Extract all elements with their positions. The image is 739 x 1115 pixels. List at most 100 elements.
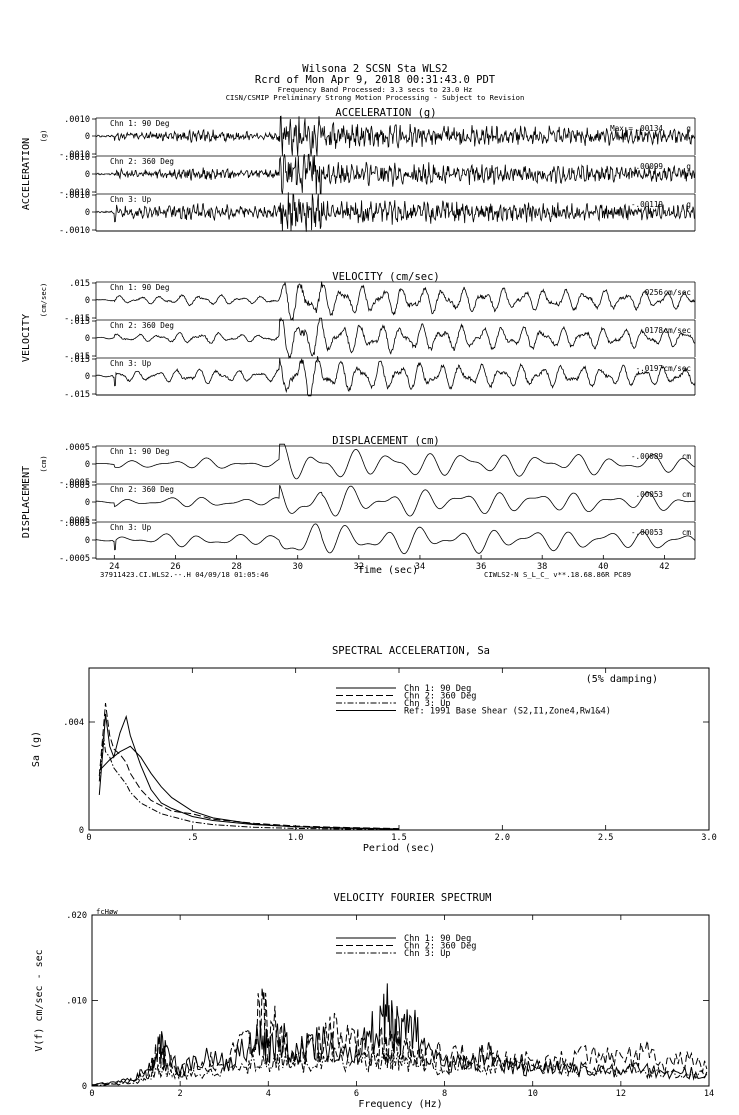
fourier-xtick-label: 12 (616, 1089, 626, 1099)
acceleration-ytick-label: -.0010 (59, 188, 90, 198)
fourier-ytick-label: .020 (66, 911, 87, 921)
spectral-legend-label: Chn 2: 360 Deg (404, 692, 476, 702)
fourier-frame (91, 914, 710, 1087)
velocity-unit-label: (cm/sec) (39, 283, 48, 318)
velocity-peak-value: .0178 (640, 326, 663, 335)
displacement-panel: DISPLACEMENT (cm) DISPLACEMENT (cm) .0005 0 -… (21, 435, 696, 579)
displacement-peak-value: -.00053 (631, 528, 663, 537)
fourier-xtick-label: 8 (442, 1089, 447, 1099)
header-disclaimer: CISN/CSMIP Preliminary Strong Motion Pro… (226, 93, 525, 102)
displacement-ytick-label: .0005 (64, 443, 90, 453)
acceleration-axis-label: ACCELERATION (21, 138, 32, 210)
velocity-peak-value: -.0197 (636, 364, 663, 373)
fourier-series-1 (91, 987, 708, 1086)
spectral-series-0 (98, 713, 400, 830)
velocity-panel: VELOCITY (cm/sec) VELOCITY (cm/sec) .015 0 -.… (21, 271, 696, 400)
velocity-ytick-label: 0 (85, 372, 90, 382)
displacement-axis-label: DISPLACEMENT (21, 466, 32, 538)
spectral-legend-label: Chn 1: 90 Deg (404, 684, 471, 694)
fourier-xtick-label: 2 (178, 1089, 183, 1099)
velocity-ytick-label: 0 (85, 334, 90, 344)
fourier-xtick-label: 4 (266, 1089, 271, 1099)
acceleration-peak-value: -.00119 (631, 200, 663, 209)
velocity-ytick-label: .015 (69, 279, 90, 289)
fourier-ytick-label: 0 (82, 1082, 87, 1092)
fourier-ylabel: V(f) cm/sec - sec (34, 949, 45, 1051)
spectral-frame (88, 667, 710, 831)
velocity-channel-label: Chn 2: 360 Deg (110, 321, 174, 330)
fourier-ytick-label: .010 (66, 997, 87, 1007)
time-tick-label: 42 (659, 562, 669, 572)
fourier-xtick-label: 0 (89, 1089, 94, 1099)
displacement-ytick-label: 0 (85, 536, 90, 546)
spectral-acceleration-chart: SPECTRAL ACCELERATION, Sa 0 .5 1.0 1.5 2.0 2.5… (31, 645, 717, 854)
time-series-panels: ACCELERATION (g) ACCELERATION (g) .0010 0 -.0… (21, 107, 696, 579)
fourier-series-2 (91, 1046, 708, 1086)
acceleration-trace-0 (95, 115, 696, 156)
velocity-ytick-label: -.015 (64, 314, 90, 324)
velocity-ytick-label: .015 (69, 355, 90, 365)
displacement-peak-unit: cm (682, 452, 692, 461)
acceleration-ytick-label: .0010 (64, 153, 90, 163)
acceleration-channel-label: Chn 1: 90 Deg (110, 119, 169, 128)
velocity-trace-1 (95, 316, 696, 360)
header-record: Rcrd of Mon Apr 9, 2018 00:31:43.0 PDT (255, 74, 496, 86)
spectral-series-1 (98, 703, 400, 830)
displacement-channel-label: Chn 3: Up (110, 523, 152, 532)
displacement-ytick-label: 0 (85, 460, 90, 470)
spectral-legend-label: Ref: 1991 Base Shear (S2,I1,Zone4,Rw1&4) (404, 707, 611, 717)
time-tick-label: 28 (231, 562, 241, 572)
spectral-ylabel: Sa (g) (31, 731, 42, 767)
acceleration-channel-label: Chn 3: Up (110, 195, 152, 204)
displacement-channel-label: Chn 2: 360 Deg (110, 485, 174, 494)
acceleration-ytick-label: .0010 (64, 191, 90, 201)
damping-annotation: (5% damping) (586, 674, 658, 685)
spectral-legend-label: Chn 3: Up (404, 699, 451, 709)
header-station: Wilsona 2 SCSN Sta WLS2 (302, 63, 447, 75)
velocity-ytick-label: .015 (69, 317, 90, 327)
fourier-xtick-label: 14 (704, 1089, 714, 1099)
acceleration-peak-unit: g (686, 124, 691, 133)
velocity-trace-2 (95, 356, 696, 397)
fourier-title: VELOCITY FOURIER SPECTRUM (333, 892, 491, 904)
velocity-peak-unit: cm/sec (664, 326, 691, 335)
fourier-legend-label: Chn 1: 90 Deg (404, 934, 471, 944)
velocity-peak-unit: cm/sec (664, 364, 691, 373)
fourier-series-0 (91, 983, 708, 1086)
displacement-ytick-label: .0005 (64, 481, 90, 491)
spectral-xtick-label: 0 (86, 833, 91, 843)
time-tick-label: 36 (476, 562, 486, 572)
velocity-trace-0 (95, 281, 696, 322)
spectral-xtick-label: 2.0 (495, 833, 511, 843)
processing-id-footer: CIWLS2-N S_L_C_ v**.18.68.86R PC89 (484, 570, 631, 579)
acceleration-channel-label: Chn 2: 360 Deg (110, 157, 174, 166)
spectral-ytick-label: .004 (63, 718, 84, 728)
time-tick-label: 38 (537, 562, 547, 572)
acceleration-unit-label: (g) (39, 130, 48, 143)
acceleration-ytick-label: -.0010 (59, 226, 90, 236)
displacement-ytick-label: -.0005 (59, 554, 90, 564)
acceleration-ytick-label: .0010 (64, 115, 90, 125)
fourier-legend-label: Chn 2: 360 Deg (404, 942, 476, 952)
spectral-series-3 (98, 745, 400, 830)
acceleration-panel: ACCELERATION (g) ACCELERATION (g) .0010 0 -.0… (21, 107, 696, 236)
displacement-ytick-label: -.0005 (59, 478, 90, 488)
spectral-xtick-label: 2.5 (598, 833, 614, 843)
velocity-peak-unit: cm/sec (664, 288, 691, 297)
displacement-trace-2 (95, 523, 696, 555)
acceleration-title: ACCELERATION (g) (335, 107, 436, 119)
spectral-title: SPECTRAL ACCELERATION, Sa (332, 645, 490, 657)
spectral-series-2 (98, 735, 400, 830)
displacement-ytick-label: 0 (85, 498, 90, 508)
acceleration-ytick-label: 0 (85, 132, 90, 142)
velocity-peak-value: .0256 (640, 288, 663, 297)
spectral-xtick-label: 1.0 (288, 833, 304, 843)
displacement-ytick-label: -.0005 (59, 516, 90, 526)
displacement-channel-label: Chn 1: 90 Deg (110, 447, 169, 456)
header-band: Frequency Band Processed: 3.3 secs to 23… (278, 85, 473, 94)
time-tick-label: 32 (354, 562, 364, 572)
displacement-trace-1 (95, 484, 695, 517)
displacement-peak-value: .00053 (636, 490, 663, 499)
acceleration-ytick-label: 0 (85, 208, 90, 218)
acceleration-ytick-label: 0 (85, 170, 90, 180)
